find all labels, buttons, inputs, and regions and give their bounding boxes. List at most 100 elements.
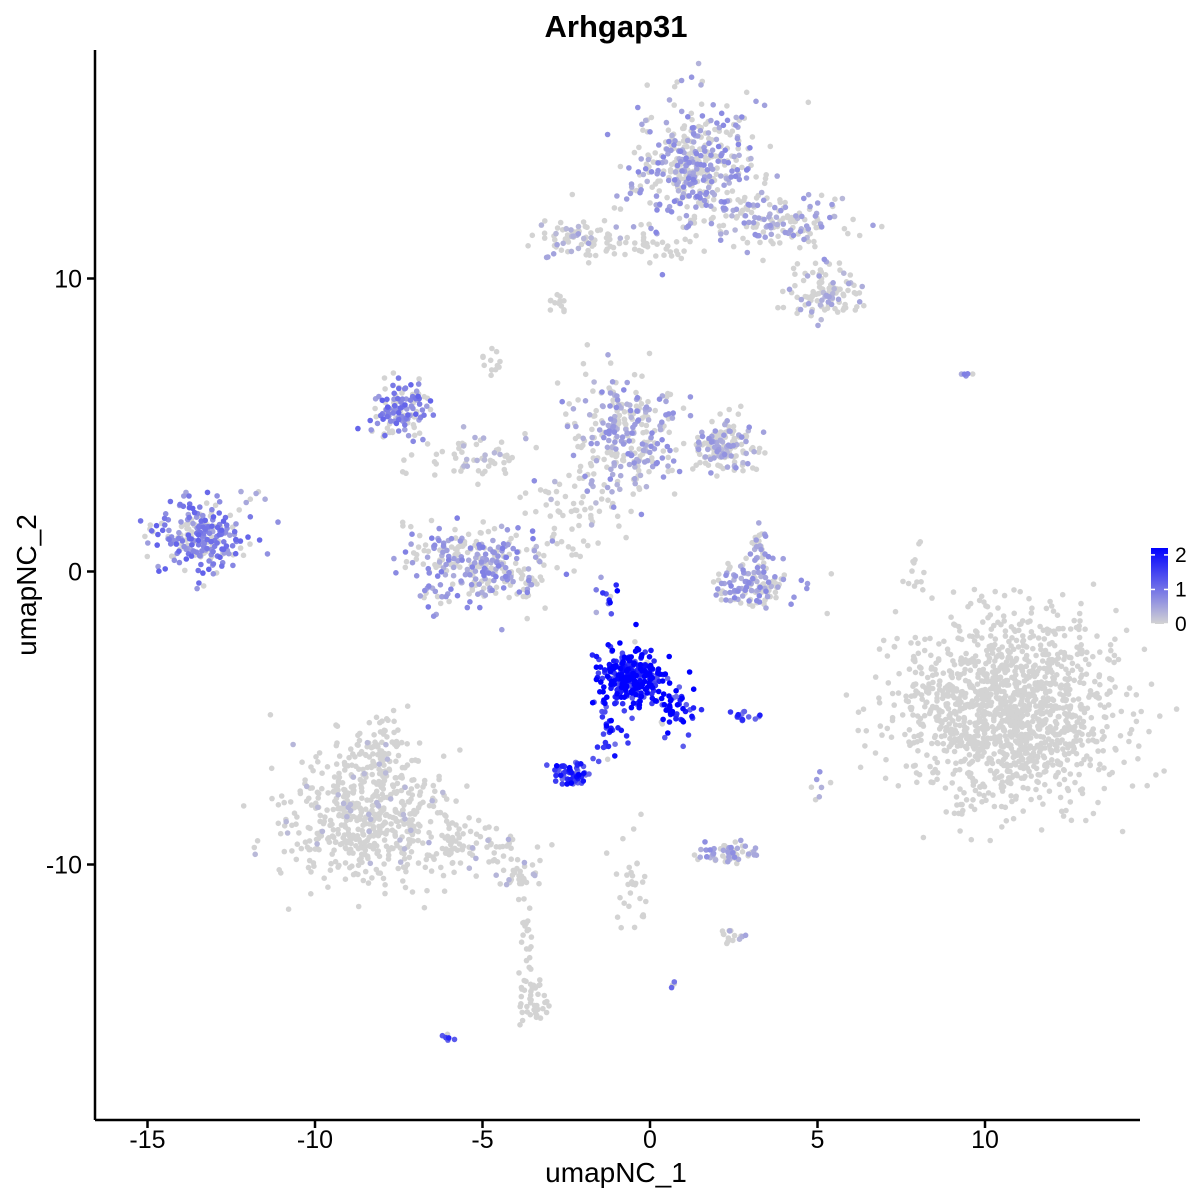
data-point bbox=[1006, 638, 1012, 645]
data-point bbox=[382, 386, 388, 392]
data-point bbox=[336, 862, 342, 869]
data-point bbox=[531, 547, 538, 554]
data-point bbox=[1061, 632, 1068, 639]
data-point bbox=[716, 571, 722, 577]
data-point bbox=[171, 557, 178, 564]
data-point bbox=[1052, 725, 1059, 731]
data-point bbox=[563, 571, 570, 578]
data-point bbox=[1027, 634, 1033, 641]
data-point bbox=[1009, 635, 1015, 641]
data-point bbox=[892, 608, 899, 615]
data-point bbox=[357, 805, 364, 811]
data-point bbox=[445, 1035, 452, 1041]
data-point bbox=[316, 750, 323, 756]
data-point bbox=[781, 572, 788, 578]
data-point bbox=[997, 674, 1004, 680]
data-point bbox=[708, 203, 714, 209]
data-point bbox=[593, 653, 600, 660]
data-point bbox=[1043, 688, 1049, 695]
data-point bbox=[156, 568, 162, 574]
data-point bbox=[491, 450, 498, 456]
data-point bbox=[525, 243, 531, 249]
data-point bbox=[571, 568, 577, 574]
data-point bbox=[553, 763, 560, 769]
data-point bbox=[709, 147, 716, 153]
data-point bbox=[661, 252, 667, 258]
data-point bbox=[1126, 738, 1132, 745]
data-point bbox=[422, 864, 429, 871]
data-point bbox=[565, 239, 572, 245]
data-point bbox=[1076, 623, 1082, 629]
data-point bbox=[654, 440, 661, 447]
data-point bbox=[619, 700, 626, 707]
data-point bbox=[1030, 645, 1036, 652]
data-point bbox=[856, 232, 863, 239]
data-point bbox=[372, 739, 378, 745]
data-point bbox=[385, 750, 392, 757]
data-point bbox=[497, 881, 504, 887]
data-point bbox=[745, 570, 752, 577]
data-point bbox=[528, 581, 535, 588]
data-point bbox=[1020, 672, 1027, 678]
data-point bbox=[1024, 750, 1030, 756]
data-point bbox=[616, 412, 623, 419]
data-point bbox=[302, 839, 309, 845]
data-point bbox=[668, 161, 675, 168]
data-point bbox=[900, 578, 906, 585]
data-point bbox=[991, 717, 997, 724]
data-point bbox=[711, 455, 717, 461]
data-point bbox=[578, 761, 584, 767]
data-point bbox=[664, 675, 671, 682]
data-point bbox=[206, 558, 212, 564]
data-point bbox=[493, 573, 499, 580]
data-point bbox=[515, 525, 521, 531]
data-point bbox=[679, 695, 685, 701]
data-point bbox=[911, 681, 917, 688]
data-point bbox=[770, 240, 776, 247]
data-point bbox=[715, 143, 722, 150]
data-point bbox=[915, 640, 921, 647]
data-point bbox=[688, 110, 695, 117]
data-point bbox=[958, 636, 965, 643]
data-point bbox=[540, 1005, 546, 1012]
data-point bbox=[1036, 749, 1043, 755]
data-point bbox=[446, 821, 452, 828]
data-point bbox=[780, 221, 787, 227]
data-point bbox=[810, 269, 816, 276]
data-point bbox=[607, 360, 614, 366]
data-point bbox=[527, 992, 534, 998]
data-point bbox=[714, 448, 720, 455]
data-point bbox=[1002, 633, 1009, 639]
data-point bbox=[289, 848, 295, 854]
data-point bbox=[464, 604, 471, 611]
data-point bbox=[631, 660, 637, 666]
data-point bbox=[1071, 677, 1077, 684]
data-point bbox=[947, 715, 953, 721]
data-point bbox=[1144, 782, 1150, 789]
data-point bbox=[775, 584, 781, 590]
data-point bbox=[188, 553, 195, 559]
data-point bbox=[1029, 718, 1036, 725]
data-point bbox=[541, 992, 548, 999]
data-point bbox=[1023, 739, 1029, 746]
data-point bbox=[290, 741, 296, 748]
data-point bbox=[469, 852, 476, 858]
data-point bbox=[668, 984, 675, 991]
data-point bbox=[358, 782, 364, 788]
data-point bbox=[628, 414, 634, 421]
data-point bbox=[667, 391, 674, 398]
data-point bbox=[750, 219, 757, 226]
data-point bbox=[308, 891, 314, 897]
data-point bbox=[911, 733, 917, 740]
data-point bbox=[405, 790, 412, 796]
data-point bbox=[1044, 703, 1050, 709]
data-point bbox=[629, 873, 636, 879]
data-point bbox=[940, 740, 947, 747]
data-point bbox=[1020, 712, 1026, 719]
data-point bbox=[952, 622, 958, 628]
data-point bbox=[408, 523, 414, 530]
data-point bbox=[375, 811, 382, 817]
data-point bbox=[996, 735, 1003, 742]
data-point bbox=[637, 189, 643, 196]
data-point bbox=[529, 528, 536, 534]
